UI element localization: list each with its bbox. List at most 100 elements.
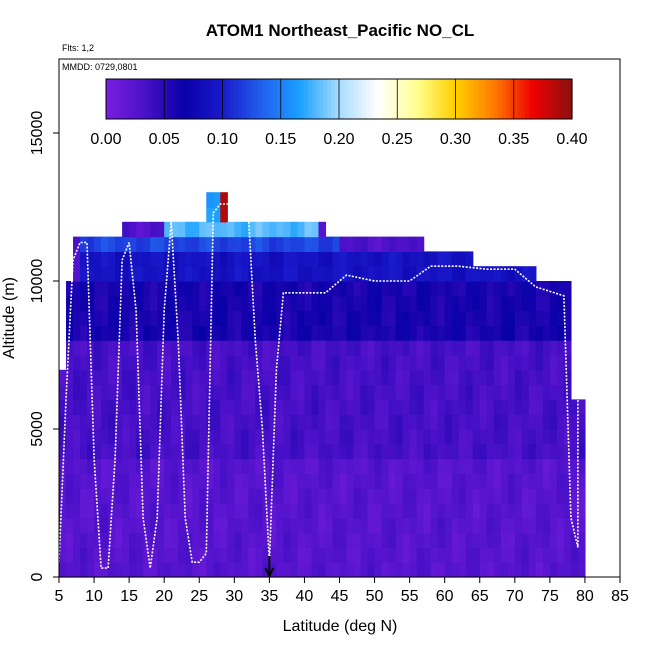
heatmap-cell (458, 399, 467, 415)
heatmap-cell (388, 443, 397, 460)
heatmap-cell (346, 532, 355, 548)
heatmap-cell (157, 488, 165, 504)
heatmap-cell (416, 473, 425, 489)
heatmap-cell (87, 236, 95, 252)
heatmap-cell (255, 340, 263, 356)
heatmap-cell (94, 251, 102, 267)
heatmap-cell (220, 251, 228, 267)
heatmap-cell (129, 310, 137, 326)
x-tick-label: 20 (155, 588, 173, 605)
heatmap-cell (563, 562, 572, 578)
heatmap-cell (486, 281, 495, 297)
heatmap-cell (374, 236, 383, 252)
y-axis-label: Altitude (m) (1, 277, 18, 359)
heatmap-cell (360, 355, 369, 371)
heatmap-cell (451, 295, 460, 312)
heatmap-cell (185, 414, 193, 430)
heatmap-cell (493, 443, 502, 460)
heatmap-cell (423, 562, 432, 578)
heatmap-cell (374, 414, 383, 430)
heatmap-cell (346, 458, 355, 474)
heatmap-cell (374, 547, 383, 563)
heatmap-cell (458, 251, 467, 267)
heatmap-cell (59, 443, 67, 460)
heatmap-cell (318, 399, 327, 415)
heatmap-cell (255, 532, 263, 548)
heatmap-cell (521, 517, 530, 534)
heatmap-cell (66, 443, 74, 460)
heatmap-cell (269, 251, 277, 267)
heatmap-cell (80, 369, 88, 386)
heatmap-cell (311, 325, 320, 341)
heatmap-cell (143, 281, 151, 297)
colorbar-tick-label: 0.15 (265, 131, 296, 148)
heatmap-cell (297, 473, 306, 489)
heatmap-cell (220, 547, 228, 563)
heatmap-cell (255, 369, 263, 386)
heatmap-cell (346, 488, 355, 504)
heatmap-cell (150, 503, 158, 519)
heatmap-cell (570, 443, 579, 460)
colorbar-segment (474, 79, 480, 119)
heatmap-cell (374, 443, 383, 460)
heatmap-cell (430, 325, 439, 341)
colorbar: 0.00 0.05 0.10 0.15 0.20 0.25 0.30 0.35 0.40 (90, 78, 588, 148)
heatmap-cell (479, 325, 488, 341)
heatmap-cell (115, 310, 123, 326)
heatmap-cell (458, 562, 467, 578)
heatmap-cell (388, 369, 397, 386)
heatmap-cell (416, 547, 425, 563)
heatmap-cell (339, 281, 348, 297)
heatmap-cell (283, 488, 292, 504)
colorbar-segment (199, 79, 204, 119)
heatmap-cell (122, 310, 130, 326)
heatmap-cell (409, 236, 418, 252)
heatmap-cell (290, 414, 299, 430)
heatmap-cell (220, 236, 228, 252)
heatmap-cell (318, 355, 327, 371)
x-tick-label: 70 (506, 588, 524, 605)
heatmap-cell (402, 384, 411, 400)
heatmap-cell (430, 473, 439, 489)
heatmap-cell (472, 429, 481, 445)
heatmap-cell (234, 325, 242, 341)
heatmap-cell (465, 473, 474, 489)
heatmap-cell (493, 355, 502, 371)
heatmap-cell (101, 355, 109, 371)
heatmap-cell (388, 295, 397, 312)
colorbar-tick-label: 0.40 (556, 131, 587, 148)
heatmap-cell (234, 414, 242, 430)
heatmap-cell (325, 295, 334, 312)
heatmap-cell (255, 488, 263, 504)
heatmap-cell (248, 562, 256, 578)
heatmap-cell (150, 266, 158, 282)
heatmap-cell (346, 443, 355, 460)
heatmap-cell (136, 562, 144, 578)
heatmap-cell (171, 295, 179, 312)
heatmap-cell (206, 458, 214, 474)
heatmap-cell (122, 281, 130, 297)
heatmap-cell (381, 503, 390, 519)
heatmap-cell (171, 443, 179, 460)
heatmap-cell (290, 399, 299, 415)
heatmap-cell (87, 295, 95, 312)
heatmap-cell (437, 532, 446, 548)
heatmap-cell (318, 429, 327, 445)
heatmap-cell (290, 295, 299, 312)
heatmap-cell (269, 266, 277, 282)
heatmap-cell (570, 562, 579, 578)
heatmap-cell (129, 414, 137, 430)
heatmap-cell (129, 547, 137, 563)
heatmap-cell (577, 399, 586, 415)
colorbar-segment (109, 79, 115, 119)
heatmap-cell (542, 532, 551, 548)
heatmap-cell (437, 355, 446, 371)
heatmap-cell (248, 355, 256, 371)
heatmap-cell (367, 281, 376, 297)
heatmap-cell (234, 369, 242, 386)
heatmap-cell (486, 458, 495, 474)
heatmap-cell (164, 517, 172, 534)
heatmap-cell (402, 443, 411, 460)
heatmap-cell (374, 399, 383, 415)
heatmap-cell (577, 414, 586, 430)
